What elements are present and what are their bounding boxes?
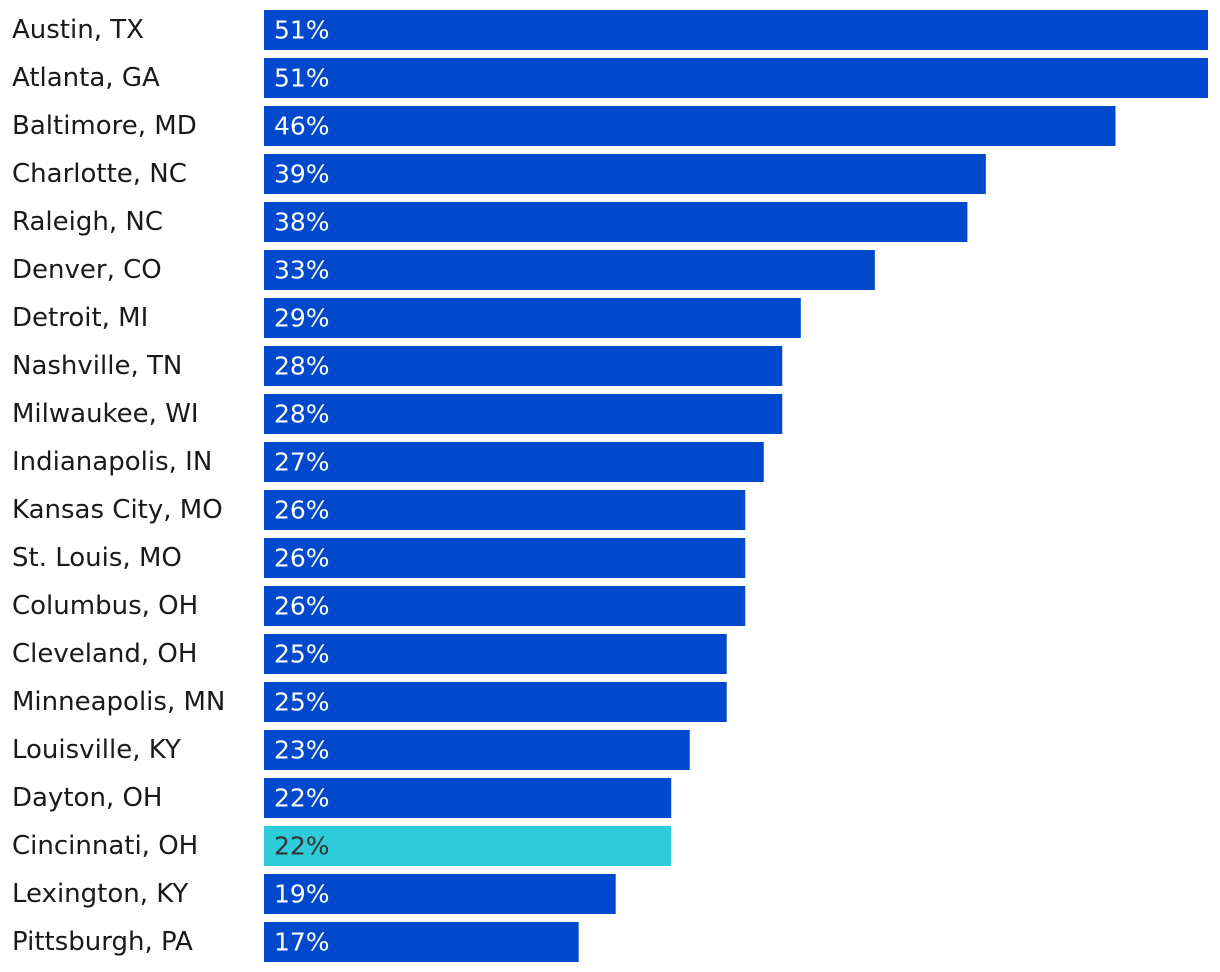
- bar: [264, 250, 875, 290]
- category-label: Lexington, KY: [12, 879, 188, 909]
- bar: [264, 394, 783, 434]
- bar-row: Louisville, KY 23%: [12, 730, 690, 770]
- bar-row: Austin, TX 51%: [12, 10, 1208, 50]
- value-label: 38%: [274, 208, 330, 237]
- category-label: Charlotte, NC: [12, 159, 187, 189]
- bar: [264, 634, 727, 674]
- value-label: 29%: [274, 304, 330, 333]
- category-label: Dayton, OH: [12, 783, 162, 813]
- category-label: Indianapolis, IN: [12, 447, 212, 477]
- category-label: Cleveland, OH: [12, 639, 197, 669]
- bar: [264, 58, 1208, 98]
- bar-row: Kansas City, MO 26%: [12, 490, 746, 530]
- value-label: 25%: [274, 688, 330, 717]
- highlighted-bar: [264, 826, 672, 866]
- bar-row: Columbus, OH 26%: [12, 586, 746, 626]
- bar: [264, 490, 746, 530]
- value-label: 26%: [274, 496, 330, 525]
- bar-row: Atlanta, GA 51%: [12, 58, 1208, 98]
- category-label: Atlanta, GA: [12, 63, 160, 93]
- bar: [264, 154, 986, 194]
- value-label: 51%: [274, 64, 330, 93]
- bar: [264, 874, 616, 914]
- category-label: Columbus, OH: [12, 591, 198, 621]
- bar-row: Pittsburgh, PA 17%: [12, 922, 579, 962]
- value-label: 17%: [274, 928, 330, 957]
- category-label: Detroit, MI: [12, 303, 148, 333]
- bar-row: Charlotte, NC 39%: [12, 154, 986, 194]
- bar: [264, 442, 764, 482]
- bar: [264, 586, 746, 626]
- bar: [264, 682, 727, 722]
- bar-row: Denver, CO 33%: [12, 250, 875, 290]
- value-label: 51%: [274, 16, 330, 45]
- bar-row: Milwaukee, WI 28%: [12, 394, 783, 434]
- value-label: 19%: [274, 880, 330, 909]
- value-label: 33%: [274, 256, 330, 285]
- bar: [264, 106, 1116, 146]
- category-label: Kansas City, MO: [12, 495, 223, 525]
- bar-row: Dayton, OH 22%: [12, 778, 672, 818]
- value-label: 28%: [274, 400, 330, 429]
- category-label: Cincinnati, OH: [12, 831, 198, 861]
- value-label: 39%: [274, 160, 330, 189]
- bar: [264, 778, 672, 818]
- value-label: 23%: [274, 736, 330, 765]
- value-label: 28%: [274, 352, 330, 381]
- bar-row: Lexington, KY 19%: [12, 874, 616, 914]
- category-label: Raleigh, NC: [12, 207, 163, 237]
- value-label: 22%: [274, 784, 330, 813]
- category-label: Austin, TX: [12, 15, 144, 45]
- category-label: Minneapolis, MN: [12, 687, 225, 717]
- bar-row: Raleigh, NC 38%: [12, 202, 968, 242]
- category-label: Baltimore, MD: [12, 111, 197, 141]
- bar-row: Cleveland, OH 25%: [12, 634, 727, 674]
- bar: [264, 346, 783, 386]
- bar-row: Baltimore, MD 46%: [12, 106, 1116, 146]
- bar-row: Cincinnati, OH 22%: [12, 826, 672, 866]
- category-label: Louisville, KY: [12, 735, 181, 765]
- bar-row: St. Louis, MO 26%: [12, 538, 746, 578]
- bar: [264, 538, 746, 578]
- value-label: 26%: [274, 592, 330, 621]
- value-label: 22%: [274, 832, 330, 861]
- bar: [264, 202, 968, 242]
- bar-row: Indianapolis, IN 27%: [12, 442, 764, 482]
- bar: [264, 730, 690, 770]
- bar-row: Nashville, TN 28%: [12, 346, 783, 386]
- bar-row: Detroit, MI 29%: [12, 298, 801, 338]
- value-label: 26%: [274, 544, 330, 573]
- bar: [264, 922, 579, 962]
- bar: [264, 298, 801, 338]
- category-label: Pittsburgh, PA: [12, 927, 193, 957]
- category-label: Denver, CO: [12, 255, 162, 285]
- value-label: 46%: [274, 112, 330, 141]
- value-label: 25%: [274, 640, 330, 669]
- category-label: St. Louis, MO: [12, 543, 182, 573]
- bar-row: Minneapolis, MN 25%: [12, 682, 727, 722]
- bar: [264, 10, 1208, 50]
- value-label: 27%: [274, 448, 330, 477]
- category-label: Milwaukee, WI: [12, 399, 199, 429]
- category-label: Nashville, TN: [12, 351, 182, 381]
